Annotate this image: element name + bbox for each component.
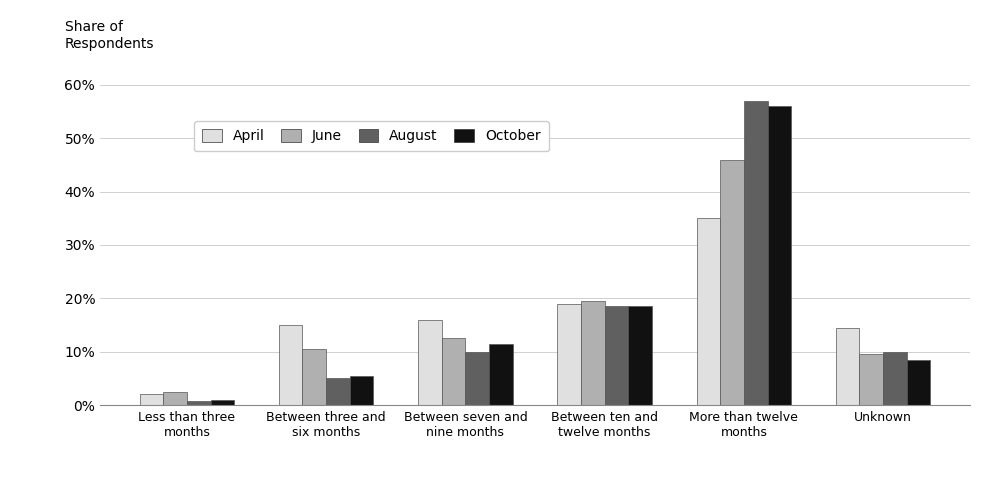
Bar	[302, 349, 326, 405]
Bar	[768, 106, 791, 405]
Bar	[628, 306, 652, 405]
Bar	[350, 376, 373, 405]
Legend: April, June, August, October: April, June, August, October	[194, 121, 549, 152]
Bar	[859, 354, 883, 405]
Bar	[279, 325, 302, 405]
Bar	[697, 218, 720, 405]
Text: Share of
Respondents: Share of Respondents	[65, 20, 154, 51]
Bar	[163, 392, 187, 405]
Bar	[326, 378, 350, 405]
Bar	[744, 101, 768, 405]
Bar	[489, 344, 513, 405]
Bar	[211, 400, 234, 405]
Bar	[720, 160, 744, 405]
Bar	[836, 328, 859, 405]
Bar	[187, 401, 211, 405]
Bar	[557, 304, 581, 405]
Bar	[418, 320, 442, 405]
Bar	[907, 360, 930, 405]
Bar	[605, 306, 628, 405]
Bar	[140, 394, 163, 405]
Bar	[581, 301, 605, 405]
Bar	[442, 338, 465, 405]
Bar	[465, 352, 489, 405]
Bar	[883, 352, 907, 405]
